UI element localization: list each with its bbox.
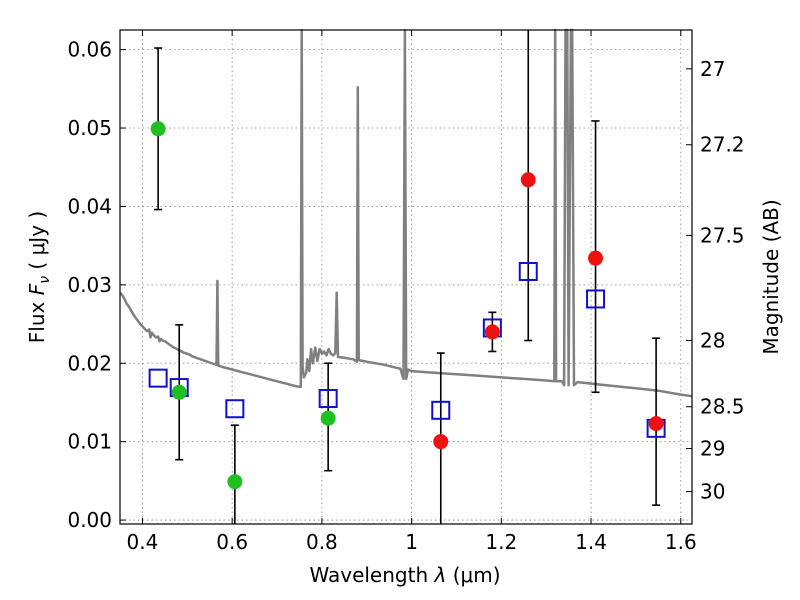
x-tick-label: 0.8	[306, 530, 338, 554]
y2-tick-label: 29	[700, 437, 725, 461]
y-tick-label: 0.06	[67, 38, 112, 62]
y-tick-label: 0.01	[67, 430, 112, 454]
x-tick-label: 1	[405, 530, 418, 554]
model-square-point	[318, 389, 338, 409]
y-tick-label: 0.04	[67, 194, 112, 218]
spectrum-layer	[119, 28, 693, 398]
x-tick-label: 0.6	[216, 530, 248, 554]
y2-axis-label: Magnitude (AB)	[759, 199, 783, 354]
tick-layer: 0.4 0.6 0.8 1 1.2 1.4 1.6 0.00 0.01 0.02 0.03 0.04 0…	[67, 30, 745, 554]
green-data-point	[150, 121, 166, 137]
red-data-point	[520, 172, 536, 188]
x-tick-label: 1.4	[575, 530, 607, 554]
red-data-point	[484, 324, 500, 340]
green-data-point	[320, 410, 336, 426]
red-data-point	[648, 416, 664, 432]
y-tick-label: 0.00	[67, 508, 112, 532]
y2-tick-label: 27.2	[700, 133, 745, 157]
model-square-point	[586, 289, 606, 309]
model-square-point	[225, 399, 245, 419]
y-axis-label: Flux Fν ( μJy )	[25, 211, 53, 343]
y-tick-label: 0.02	[67, 351, 112, 375]
green-data-point	[171, 384, 187, 400]
model-square-point	[518, 262, 538, 282]
marker-layer	[148, 121, 666, 490]
y-tick-label: 0.03	[67, 273, 112, 297]
errorbar-layer	[154, 30, 661, 524]
model-spectrum-line	[119, 28, 693, 398]
green-data-point	[227, 474, 243, 490]
x-tick-label: 1.2	[485, 530, 517, 554]
y2-tick-label: 27	[700, 57, 725, 81]
model-square-point	[431, 400, 451, 420]
x-tick-label: 0.4	[127, 530, 159, 554]
y2-tick-label: 27.5	[700, 223, 745, 247]
red-data-point	[433, 434, 449, 450]
y-tick-label: 0.05	[67, 116, 112, 140]
y2-tick-label: 28	[700, 328, 725, 352]
y2-tick-label: 30	[700, 480, 725, 504]
model-square-point	[148, 368, 168, 388]
plot-frame	[119, 29, 693, 525]
y2-tick-label: 28.5	[700, 395, 745, 419]
red-data-point	[588, 250, 604, 266]
x-axis-label: Wavelength λ (μm)	[309, 563, 500, 587]
x-tick-label: 1.6	[665, 530, 697, 554]
